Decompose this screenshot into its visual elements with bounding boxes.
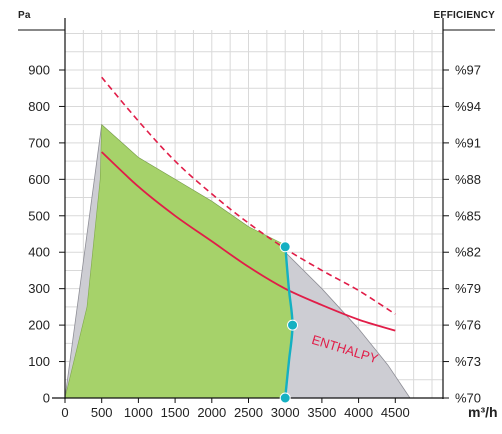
- y2-tick-label: %97: [455, 63, 481, 78]
- y-tick-label: 300: [28, 281, 50, 296]
- y2-tick-label: %79: [455, 281, 481, 296]
- operating-point-marker: [279, 392, 291, 404]
- efficiency-dashed-line: [101, 76, 396, 315]
- operating-point-marker: [287, 319, 299, 331]
- x-tick-label: 500: [91, 405, 113, 420]
- x-tick-label: 4500: [381, 405, 410, 420]
- y2-axis-unit-label: EFFICIENCY: [434, 10, 496, 21]
- x-tick-label: 1000: [124, 405, 153, 420]
- x-tick-label: 3000: [271, 405, 300, 420]
- x-tick-label: 0: [61, 405, 68, 420]
- y2-tick-label: %73: [455, 354, 481, 369]
- axes: [18, 18, 495, 399]
- y-tick-label: 700: [28, 135, 50, 150]
- y-tick-label: 400: [28, 245, 50, 260]
- areas: [64, 123, 411, 399]
- y2-tick-label: %85: [455, 208, 481, 223]
- markers: [279, 241, 299, 404]
- y2-tick-label: %91: [455, 135, 481, 150]
- x-tick-label: 4000: [344, 405, 373, 420]
- y2-tick-label: %70: [455, 391, 481, 406]
- y-axis-unit-label: Pa: [18, 10, 31, 21]
- x-tick-label: 2500: [234, 405, 263, 420]
- x-axis-unit-label: m³/h: [468, 404, 498, 420]
- enthalpy-line: [101, 151, 396, 332]
- x-tick-label: 2000: [197, 405, 226, 420]
- tick-labels: 0 100 200 300 400 500 600 700 800 900 %70 %73 %76 %79…: [18, 10, 498, 420]
- y-tick-label: 600: [28, 172, 50, 187]
- y-tick-label: 800: [28, 99, 50, 114]
- y2-tick-label: %76: [455, 318, 481, 333]
- x-tick-label: 3500: [307, 405, 336, 420]
- y-tick-label: 0: [43, 391, 50, 406]
- y-tick-label: 900: [28, 63, 50, 78]
- y-tick-label: 500: [28, 208, 50, 223]
- y-tick-label: 100: [28, 354, 50, 369]
- x-tick-label: 1500: [161, 405, 190, 420]
- y2-tick-label: %88: [455, 172, 481, 187]
- operating-point-marker: [279, 241, 291, 253]
- y2-tick-label: %82: [455, 245, 481, 260]
- y2-tick-label: %94: [455, 99, 481, 114]
- y-tick-label: 200: [28, 318, 50, 333]
